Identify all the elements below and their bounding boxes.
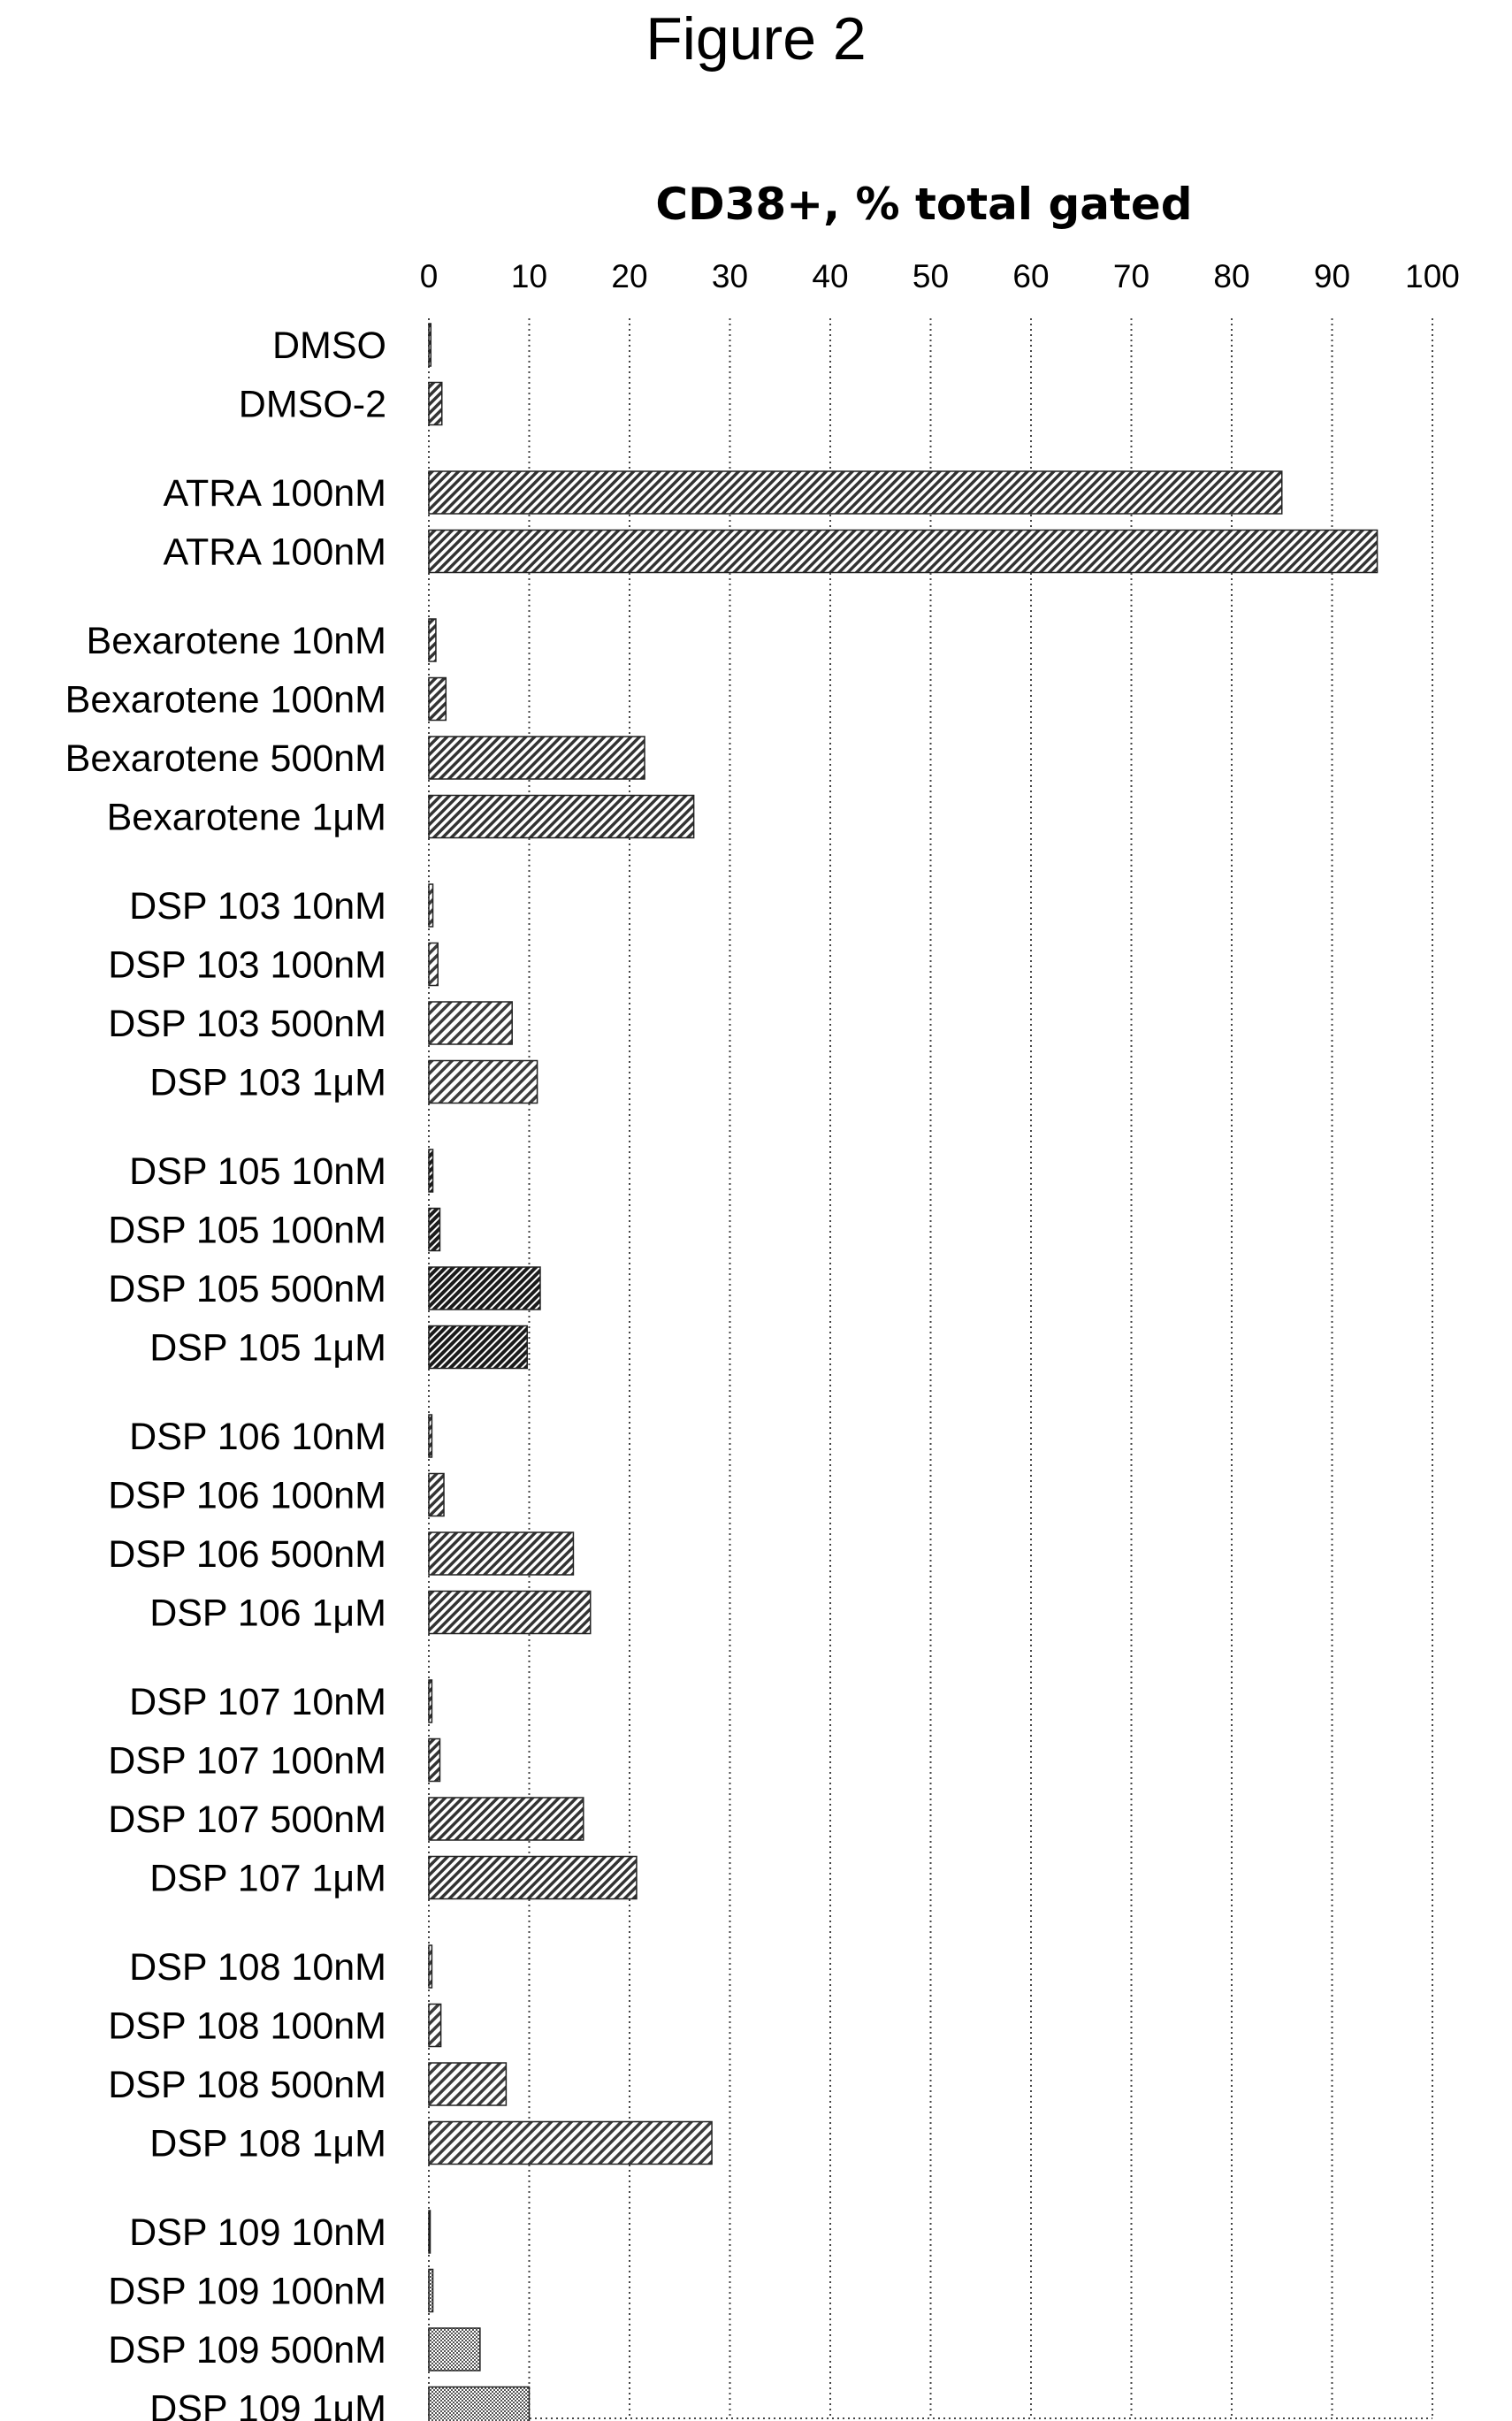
category-label: Bexarotene 500nM [65,737,386,780]
category-label: DSP 108 1μM [149,2123,386,2165]
x-axis-ticks: 0 10 20 30 40 50 60 70 80 90 100 [420,258,1460,294]
bar [428,1414,433,1458]
gridlines [428,318,1433,2419]
category-label: DSP 109 10nM [129,2211,386,2254]
category-label: DSP 109 500nM [108,2329,386,2371]
category-label: DSP 107 10nM [129,1681,386,1723]
bar [428,676,447,722]
category-label: DSP 103 500nM [108,1003,386,1045]
bar [428,1590,592,1635]
x-tick-label: 10 [511,258,547,294]
category-label: DSP 103 100nM [108,944,386,987]
bar [428,2120,713,2165]
category-label: DSP 107 500nM [108,1799,386,1841]
bar [428,2268,434,2313]
bar [428,1472,445,1517]
bar [428,2003,442,2048]
category-label: DSP 106 100nM [108,1475,386,1517]
category-label: ATRA 100nM [163,472,386,515]
bar [428,1325,528,1370]
x-tick-label: 60 [1012,258,1049,294]
x-tick-label: 90 [1314,258,1350,294]
bar [428,1855,638,1900]
bar [428,618,437,662]
bar [428,2327,481,2371]
bar [428,1737,441,1783]
bar [428,1944,433,1989]
bar [428,1207,441,1252]
category-label: DSP 105 500nM [108,1268,386,1310]
bar [428,1149,434,1193]
x-tick-label: 70 [1113,258,1149,294]
x-tick-label: 100 [1405,258,1460,294]
category-label: DSP 103 1μM [149,1062,386,1104]
category-label: DSP 107 100nM [108,1740,386,1783]
x-axis-title: CD38+, % total gated [655,179,1192,230]
bar [428,942,439,987]
x-tick-label: 30 [712,258,748,294]
x-tick-label: 50 [913,258,949,294]
bar [428,1679,433,1723]
x-tick-label: 40 [812,258,848,294]
category-label: Bexarotene 10nM [87,620,386,662]
category-label: DSP 108 100nM [108,2005,386,2048]
bar [428,470,1283,515]
category-label: DSP 105 1μM [149,1327,386,1370]
category-label: Bexarotene 100nM [65,679,386,722]
category-labels: DMSO DMSO-2 ATRA 100nM ATRA 100nM Bexarotene… [65,325,386,2421]
x-tick-label: 0 [420,258,439,294]
figure-title: Figure 2 [645,5,867,73]
category-label: DSP 109 100nM [108,2271,386,2313]
bar [428,2386,531,2421]
category-label: Bexarotene 1μM [107,797,386,839]
bar [428,883,434,928]
category-label: DSP 106 1μM [149,1592,386,1635]
bar [428,794,695,839]
bar [428,1059,538,1104]
bar [428,381,443,426]
bar [428,2210,431,2254]
category-label: ATRA 100nM [163,531,386,574]
category-label: DSP 106 500nM [108,1533,386,1576]
category-label: DSP 108 10nM [129,1946,386,1989]
bar [428,736,645,780]
category-label: DSP 103 10nM [129,885,386,928]
category-label: DSP 109 1μM [149,2388,386,2421]
bar [428,323,432,367]
bar [428,529,1378,574]
category-label: DMSO [272,325,386,367]
category-label: DSP 105 10nM [129,1150,386,1193]
bar [428,1001,513,1045]
x-tick-label: 80 [1213,258,1249,294]
category-label: DMSO-2 [239,384,386,426]
category-label: DSP 105 100nM [108,1210,386,1252]
x-tick-label: 20 [611,258,647,294]
bars [428,323,1378,2421]
bar [428,1797,584,1841]
category-label: DSP 108 500nM [108,2064,386,2106]
category-label: DSP 106 10nM [129,1416,386,1458]
bar [428,2062,508,2106]
category-label: DSP 107 1μM [149,1858,386,1900]
bar [428,1266,541,1310]
bar [428,1531,575,1576]
